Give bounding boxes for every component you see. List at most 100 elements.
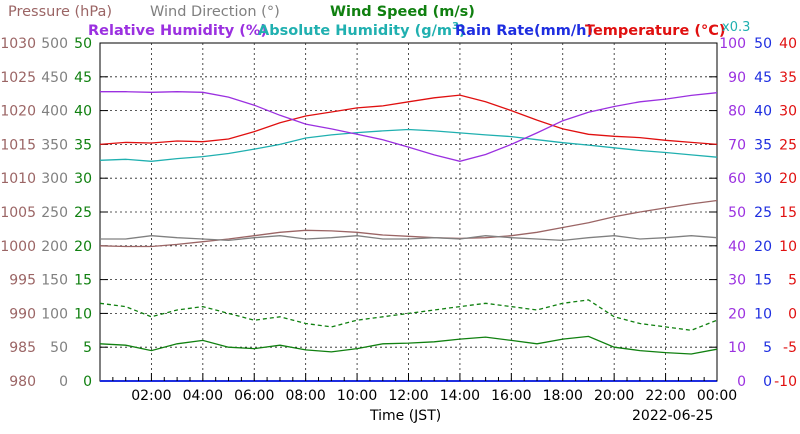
y-tick-label: -5: [783, 340, 797, 356]
y-tick-label: 0: [83, 374, 92, 390]
x-tick-label: 22:00: [645, 388, 685, 404]
y-tick-label: 10: [754, 306, 772, 322]
series-line: [99, 335, 718, 355]
series-line: [99, 299, 718, 331]
y-tick-label: 0: [788, 306, 797, 322]
y-tick-label: 0: [763, 374, 772, 390]
x-axis-label: Time (JST): [369, 408, 441, 424]
y-tick-label: 15: [74, 273, 92, 289]
y-tick-label: -10: [774, 374, 797, 390]
y-tick-label: 300: [41, 171, 68, 187]
y-tick-label: 25: [74, 205, 92, 221]
y-tick-label: 25: [779, 137, 797, 153]
y-tick-label: 30: [754, 171, 772, 187]
y-tick-label: 400: [41, 104, 68, 120]
y-tick-label: 50: [754, 36, 772, 52]
y-tick-label: 45: [74, 70, 92, 86]
x-tick-label: 04:00: [183, 388, 223, 404]
left-axes: 9809859909951000100510101015102010251030…: [0, 36, 92, 390]
y-tick-label: 20: [779, 171, 797, 187]
y-tick-label: 20: [74, 239, 92, 255]
y-tick-label: 1025: [0, 70, 36, 86]
y-tick-label: 200: [41, 239, 68, 255]
x-tick-label: 08:00: [285, 388, 325, 404]
y-tick-label: 35: [754, 137, 772, 153]
y-tick-label: 80: [728, 104, 746, 120]
y-tick-label: 50: [74, 36, 92, 52]
y-tick-label: 30: [728, 273, 746, 289]
y-tick-label: 985: [9, 340, 36, 356]
date-label: 2022-06-25: [632, 408, 713, 424]
x-tick-label: 06:00: [234, 388, 274, 404]
x-tick-label: 12:00: [388, 388, 428, 404]
y-tick-label: 995: [9, 273, 36, 289]
series-line: [99, 199, 718, 248]
y-tick-label: 25: [754, 205, 772, 221]
y-tick-label: 980: [9, 374, 36, 390]
y-tick-label: 40: [728, 239, 746, 255]
y-tick-label: 20: [728, 306, 746, 322]
legend-entry: Wind Speed (m/s): [330, 4, 475, 20]
legend-entry: Pressure (hPa): [8, 4, 112, 20]
y-tick-label: 40: [74, 104, 92, 120]
y-tick-label: 5: [788, 273, 797, 289]
grid: [100, 42, 717, 382]
y-tick-label: 450: [41, 70, 68, 86]
x-tick-label: 02:00: [131, 388, 171, 404]
y-tick-label: 50: [50, 340, 68, 356]
x-tick-label: 18:00: [543, 388, 583, 404]
legend-entry: Relative Humidity (%): [88, 23, 267, 39]
x-tick-label: 16:00: [491, 388, 531, 404]
legend-entry: Rain Rate(mm/h): [455, 23, 593, 39]
legend-entry: Absolute Humidity (g/m3): [258, 21, 466, 39]
y-tick-label: 1010: [0, 171, 36, 187]
y-tick-label: 15: [754, 273, 772, 289]
y-tick-label: 1005: [0, 205, 36, 221]
y-tick-label: 40: [779, 36, 797, 52]
y-tick-label: 250: [41, 205, 68, 221]
y-tick-label: 5: [83, 340, 92, 356]
y-tick-label: 60: [728, 171, 746, 187]
y-tick-label: 1015: [0, 137, 36, 153]
series-line: [99, 94, 718, 146]
y-tick-label: 0: [737, 374, 746, 390]
y-tick-label: 10: [728, 340, 746, 356]
y-tick-label: 100: [719, 36, 746, 52]
series-line: [100, 91, 718, 162]
y-tick-label: 15: [779, 205, 797, 221]
scale-note: x0.3: [722, 20, 750, 35]
y-tick-label: 1020: [0, 104, 36, 120]
y-tick-label: 45: [754, 70, 772, 86]
y-tick-label: 990: [9, 306, 36, 322]
series-line: [99, 128, 718, 162]
x-axis: 02:00 04:00 06:00 08:00 10:00 12:00 14:00 16:00…: [112, 373, 737, 404]
y-tick-label: 1030: [0, 36, 36, 52]
y-tick-label: 100: [41, 306, 68, 322]
legend-entry: Wind Direction (°): [150, 4, 280, 20]
y-tick-label: 35: [779, 70, 797, 86]
y-tick-label: 35: [74, 137, 92, 153]
y-tick-label: 10: [779, 239, 797, 255]
y-tick-label: 150: [41, 273, 68, 289]
y-tick-label: 30: [779, 104, 797, 120]
y-tick-label: 500: [41, 36, 68, 52]
y-tick-label: 0: [59, 374, 68, 390]
y-tick-label: 40: [754, 104, 772, 120]
y-tick-label: 350: [41, 137, 68, 153]
series-group: [99, 91, 718, 382]
y-tick-label: 50: [728, 205, 746, 221]
legend-entry: Temperature (°C): [585, 23, 726, 39]
x-tick-label: 14:00: [440, 388, 480, 404]
right-axes: 0102030405060708090100051015202530354045…: [719, 36, 797, 390]
x-tick-label: 20:00: [594, 388, 634, 404]
y-tick-label: 5: [763, 340, 772, 356]
y-tick-label: 30: [74, 171, 92, 187]
y-tick-label: 90: [728, 70, 746, 86]
legend: Pressure (hPa) Wind Direction (°) Wind Spe…: [8, 4, 726, 39]
x-tick-label: 00:00: [697, 388, 737, 404]
y-tick-label: 10: [74, 306, 92, 322]
x-tick-label: 10:00: [337, 388, 377, 404]
series-line: [100, 235, 718, 242]
y-tick-label: 70: [728, 137, 746, 153]
